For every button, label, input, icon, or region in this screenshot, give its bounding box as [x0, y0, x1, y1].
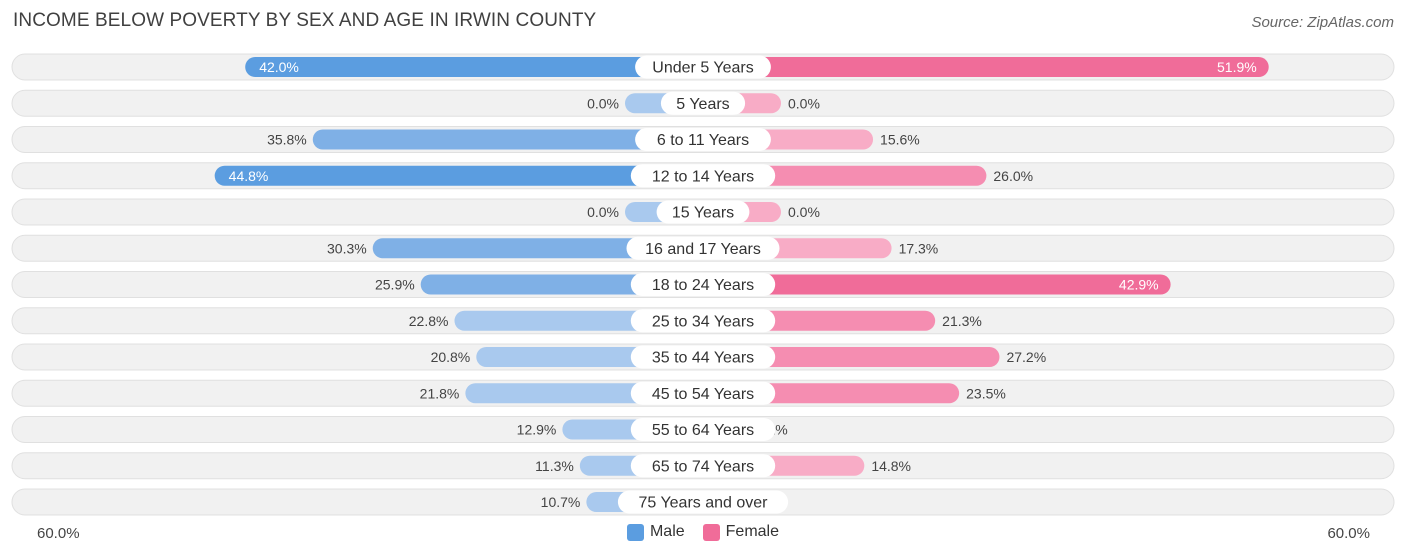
- axis-max-label: 60.0%: [1327, 525, 1370, 542]
- male-value-label-65-to-74-years: 11.3%: [535, 458, 574, 474]
- category-label-16-and-17-years: 16 and 17 Years: [645, 241, 761, 258]
- legend-swatch-female: [702, 523, 720, 541]
- legend-item-female[interactable]: Female: [702, 523, 780, 541]
- female-value-label-45-to-54-years: 23.5%: [966, 385, 1006, 401]
- male-value-label-35-to-44-years: 20.8%: [431, 349, 471, 365]
- category-label-25-to-34-years: 25 to 34 Years: [652, 313, 754, 330]
- category-pill-65-to-74-years: [630, 454, 776, 478]
- male-value-label-15-years: 0.0%: [587, 204, 619, 220]
- category-label-15-years: 15 Years: [672, 205, 734, 222]
- category-label-65-to-74-years: 65 to 74 Years: [652, 458, 754, 475]
- male-value-label-55-to-64-years: 12.9%: [517, 422, 557, 438]
- category-pill-35-to-44-years: [630, 345, 776, 369]
- category-pill-12-to-14-years: [630, 164, 776, 188]
- female-bar-35-to-44-years: [703, 347, 1000, 367]
- category-pill-5-years: [660, 91, 746, 115]
- legend-swatch-male: [626, 523, 644, 541]
- category-label-18-to-24-years: 18 to 24 Years: [652, 277, 754, 294]
- female-bar-18-to-24-years: [703, 274, 1171, 295]
- female-value-label-5-years: 0.0%: [788, 95, 820, 111]
- legend-item-male[interactable]: Male: [626, 523, 685, 541]
- female-value-label-65-to-74-years: 14.8%: [871, 458, 911, 474]
- female-bar-under-5-years: [703, 57, 1269, 77]
- category-pill-25-to-34-years: [630, 309, 776, 333]
- male-bar-16-and-17-years: [372, 238, 703, 259]
- male-bar-under-5-years: [245, 57, 703, 77]
- female-value-label-12-to-14-years: 26.0%: [993, 168, 1033, 184]
- female-value-label-25-to-34-years: 21.3%: [942, 313, 982, 329]
- female-value-label-35-to-44-years: 27.2%: [1006, 349, 1046, 365]
- category-pill-6-to-11-years: [635, 128, 771, 151]
- male-value-label-75-years-and-over: 10.7%: [541, 494, 581, 510]
- chart-title: INCOME BELOW POVERTY BY SEX AND AGE IN I…: [13, 10, 597, 31]
- legend-label-female: Female: [725, 523, 780, 540]
- category-pill-55-to-64-years: [630, 418, 776, 441]
- category-label-75-years-and-over: 75 Years and over: [639, 495, 769, 512]
- category-label-35-to-44-years: 35 to 44 Years: [652, 350, 754, 367]
- category-label-45-to-54-years: 45 to 54 Years: [652, 386, 754, 403]
- category-pill-16-and-17-years: [626, 236, 780, 260]
- female-value-label-16-and-17-years: 17.3%: [899, 240, 939, 256]
- male-value-label-25-to-34-years: 22.8%: [409, 313, 449, 329]
- male-value-label-6-to-11-years: 35.8%: [267, 132, 307, 148]
- legend: Male Female: [0, 523, 1406, 541]
- male-value-label-5-years: 0.0%: [587, 95, 619, 111]
- female-value-label-6-to-11-years: 15.6%: [880, 132, 920, 148]
- category-label-12-to-14-years: 12 to 14 Years: [652, 168, 754, 185]
- male-value-label-45-to-54-years: 21.8%: [420, 385, 460, 401]
- female-value-label-under-5-years: 51.9%: [1217, 59, 1257, 75]
- legend-label-male: Male: [649, 523, 685, 540]
- category-pill-18-to-24-years: [630, 273, 776, 296]
- category-pill-under-5-years: [635, 55, 771, 79]
- male-value-label-12-to-14-years: 44.8%: [229, 168, 269, 184]
- male-value-label-16-and-17-years: 30.3%: [327, 240, 367, 256]
- female-value-label-18-to-24-years: 42.9%: [1119, 277, 1159, 293]
- category-label-5-years: 5 Years: [676, 96, 729, 113]
- chart-source: Source: ZipAtlas.com: [1251, 14, 1394, 31]
- male-value-label-under-5-years: 42.0%: [259, 59, 299, 75]
- category-pill-75-years-and-over: [617, 490, 789, 514]
- category-label-6-to-11-years: 6 to 11 Years: [657, 132, 749, 149]
- female-value-label-15-years: 0.0%: [788, 204, 820, 220]
- category-label-under-5-years: Under 5 Years: [652, 60, 753, 77]
- category-pill-15-years: [656, 200, 750, 224]
- male-value-label-18-to-24-years: 25.9%: [375, 277, 415, 293]
- bar-chart: 42.0% 51.9% Under 5 Years 0.0% 0.0% 5 Years 35…: [11, 53, 1395, 516]
- category-pill-45-to-54-years: [630, 381, 776, 405]
- category-label-55-to-64-years: 55 to 64 Years: [652, 422, 754, 439]
- male-bar-6-to-11-years: [312, 129, 703, 150]
- axis-min-label: 60.0%: [37, 525, 80, 542]
- male-bar-12-to-14-years: [214, 165, 703, 186]
